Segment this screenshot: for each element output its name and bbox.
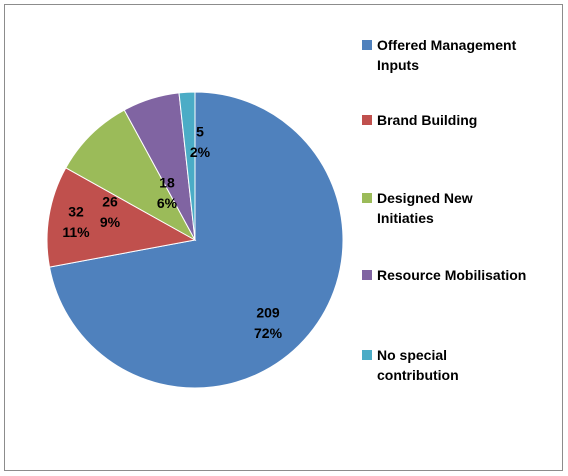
percent-number: 9 — [100, 214, 108, 230]
data-label-value: 26 — [102, 194, 118, 210]
data-label-value: 18 — [159, 175, 175, 191]
legend-swatch — [362, 350, 372, 360]
legend-label: Offered Management Inputs — [377, 37, 517, 73]
legend-label: No special contribution — [377, 347, 459, 383]
percent-number: 11 — [62, 224, 77, 240]
legend-item: Offered Management Inputs — [362, 35, 552, 75]
pie-slice — [65, 109, 197, 242]
legend-item: Brand Building — [362, 110, 552, 130]
data-label-percent: 2% — [190, 144, 211, 160]
legend-label: Resource Mobilisation — [377, 267, 527, 283]
data-label-value: 209 — [256, 305, 280, 321]
legend-swatch — [362, 270, 372, 280]
pie-slice — [178, 91, 196, 241]
data-label-percent: 72% — [254, 325, 283, 341]
pie-slice — [48, 91, 344, 389]
data-label-percent: 6% — [157, 195, 178, 211]
data-label-percent: 11% — [62, 224, 90, 240]
legend-item: Resource Mobilisation — [362, 265, 552, 285]
data-label-percent: 9% — [100, 214, 121, 230]
pie-slice — [46, 167, 197, 268]
legend-label: Designed New Initiaties — [377, 190, 473, 226]
percent-number: 72 — [254, 325, 270, 341]
legend-label: Brand Building — [377, 112, 478, 128]
data-label-value: 32 — [68, 204, 84, 220]
legend-item: No special contribution — [362, 345, 552, 385]
legend-item: Designed New Initiaties — [362, 188, 552, 228]
percent-number: 2 — [190, 144, 198, 160]
legend-swatch — [362, 193, 372, 203]
percent-number: 6 — [157, 195, 165, 211]
data-label-value: 5 — [196, 124, 204, 140]
legend-swatch — [362, 40, 372, 50]
legend-swatch — [362, 115, 372, 125]
